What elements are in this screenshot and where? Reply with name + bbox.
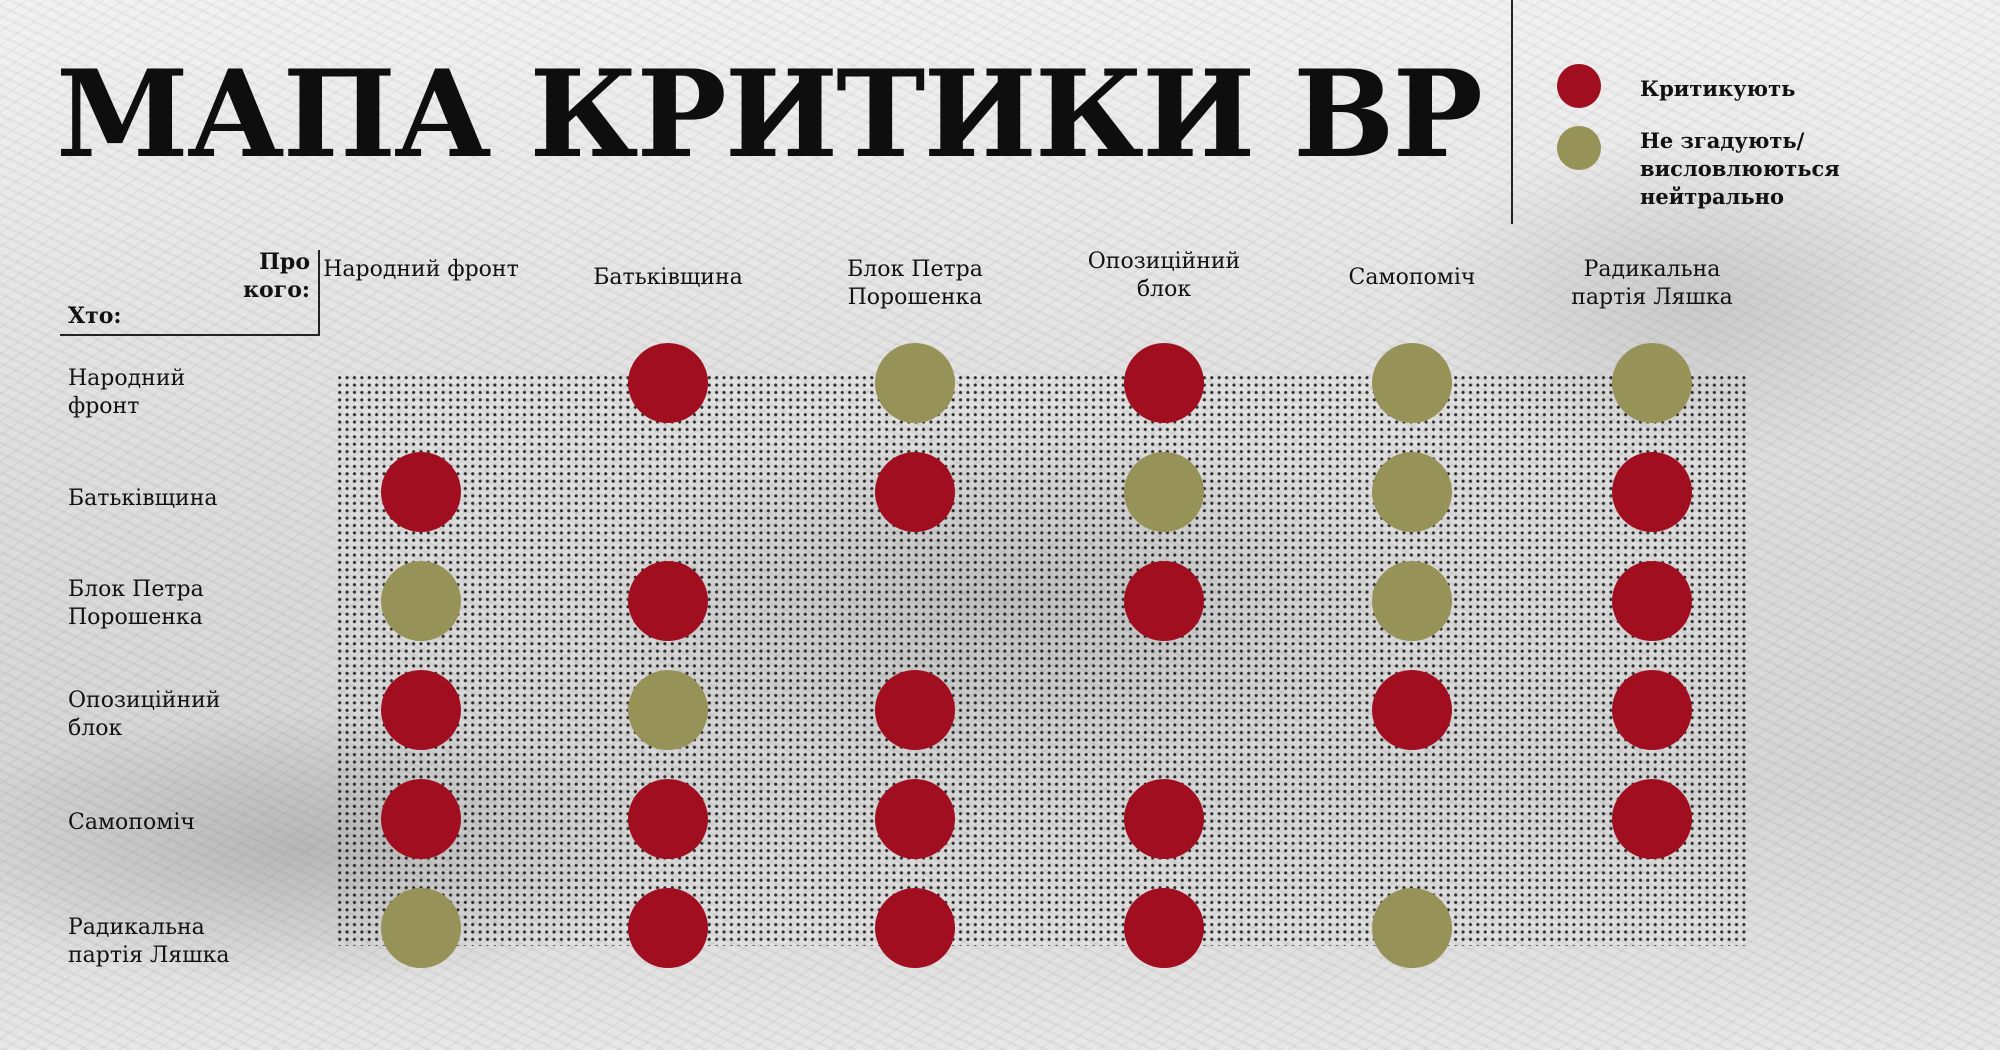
- cell-neutral-dot: [381, 561, 461, 641]
- cell-critic-dot: [1372, 670, 1452, 750]
- axis-corner-box: [60, 250, 320, 336]
- column-axis-label: Про кого:: [243, 249, 310, 303]
- cell-neutral-dot: [875, 343, 955, 423]
- cell-neutral-dot: [1612, 343, 1692, 423]
- row-label: Батьківщина: [68, 486, 218, 511]
- cell-critic-dot: [1612, 670, 1692, 750]
- cell-critic-dot: [628, 343, 708, 423]
- cell-neutral-dot: [1372, 343, 1452, 423]
- cell-neutral-dot: [1372, 561, 1452, 641]
- cell-critic-dot: [1124, 343, 1204, 423]
- row-label: Опозиційний блок: [68, 688, 221, 741]
- cell-critic-dot: [875, 888, 955, 968]
- cell-neutral-dot: [381, 888, 461, 968]
- cell-critic-dot: [628, 779, 708, 859]
- cell-critic-dot: [381, 452, 461, 532]
- cell-critic-dot: [1124, 779, 1204, 859]
- cell-neutral-dot: [1372, 452, 1452, 532]
- legend-critic-label: Критикують: [1640, 76, 1796, 101]
- column-header: Батьківщина: [593, 265, 743, 290]
- cell-critic-dot: [1612, 561, 1692, 641]
- dot-pattern-background: [336, 374, 1746, 946]
- legend-critic-swatch: [1557, 64, 1601, 108]
- cell-neutral-dot: [1124, 452, 1204, 532]
- row-axis-label: Хто:: [68, 303, 122, 329]
- cell-critic-dot: [875, 670, 955, 750]
- legend-divider: [1511, 0, 1513, 224]
- cell-critic-dot: [1124, 561, 1204, 641]
- cell-critic-dot: [628, 561, 708, 641]
- cell-critic-dot: [1612, 452, 1692, 532]
- cell-critic-dot: [1612, 779, 1692, 859]
- chart-title: МАПА КРИТИКИ ВР: [56, 44, 1483, 185]
- column-header: Опозиційний блок: [1087, 249, 1241, 302]
- column-header: Блок Петра Порошенка: [847, 257, 983, 310]
- cell-critic-dot: [628, 888, 708, 968]
- cell-critic-dot: [381, 779, 461, 859]
- cell-critic-dot: [875, 452, 955, 532]
- cell-critic-dot: [381, 670, 461, 750]
- column-header: Радикальна партія Ляшка: [1571, 257, 1733, 310]
- column-header: Народний фронт: [323, 257, 519, 282]
- column-header: Самопоміч: [1348, 265, 1476, 290]
- row-label: Народний фронт: [68, 366, 186, 419]
- row-label: Блок Петра Порошенка: [68, 577, 204, 630]
- row-label: Самопоміч: [68, 810, 195, 835]
- cell-critic-dot: [1124, 888, 1204, 968]
- legend-neutral-swatch: [1557, 126, 1601, 170]
- legend-neutral-label: Не згадують/ висловлюються нейтрально: [1640, 128, 1840, 209]
- cell-neutral-dot: [1372, 888, 1452, 968]
- cell-critic-dot: [875, 779, 955, 859]
- cell-neutral-dot: [628, 670, 708, 750]
- row-label: Радикальна партія Ляшка: [68, 915, 230, 968]
